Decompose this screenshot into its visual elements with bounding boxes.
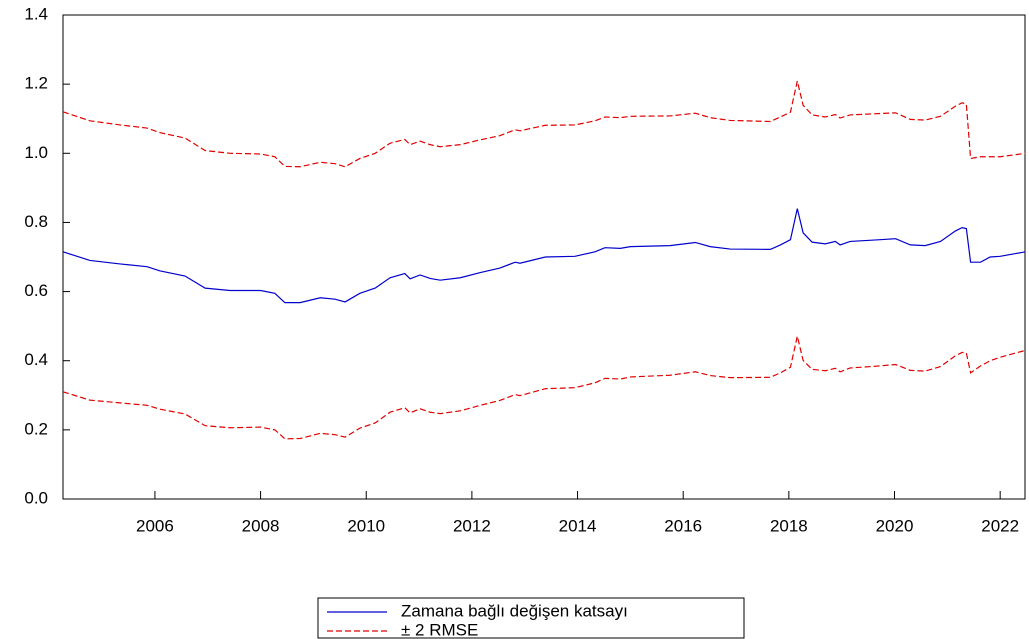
x-tick-label: 2006 [136, 516, 174, 535]
series-line [62, 336, 1026, 440]
y-tick-label: 0.2 [24, 419, 48, 438]
y-tick-label: 1.4 [24, 4, 48, 23]
y-tick-label: 1.2 [24, 74, 48, 93]
y-tick-label: 0.6 [24, 281, 48, 300]
legend [317, 597, 745, 639]
x-tick-label: 2016 [664, 516, 702, 535]
x-tick-label: 2022 [981, 516, 1019, 535]
y-tick-label: 0.4 [24, 350, 48, 369]
y-tick-label: 0.0 [24, 488, 48, 507]
legend-label: ± 2 RMSE [401, 620, 478, 639]
x-tick-label: 2018 [770, 516, 808, 535]
legend-label: Zamana bağlı değişen katsayı [401, 601, 628, 620]
x-tick-label: 2008 [242, 516, 280, 535]
series-line [62, 208, 1026, 304]
x-tick-label: 2010 [347, 516, 385, 535]
y-tick-label: 0.8 [24, 212, 48, 231]
series-line [62, 80, 1026, 168]
plot-frame [62, 14, 1026, 500]
x-tick-label: 2012 [453, 516, 491, 535]
x-tick-label: 2020 [876, 516, 914, 535]
x-tick-label: 2014 [559, 516, 597, 535]
y-tick-label: 1.0 [24, 143, 48, 162]
